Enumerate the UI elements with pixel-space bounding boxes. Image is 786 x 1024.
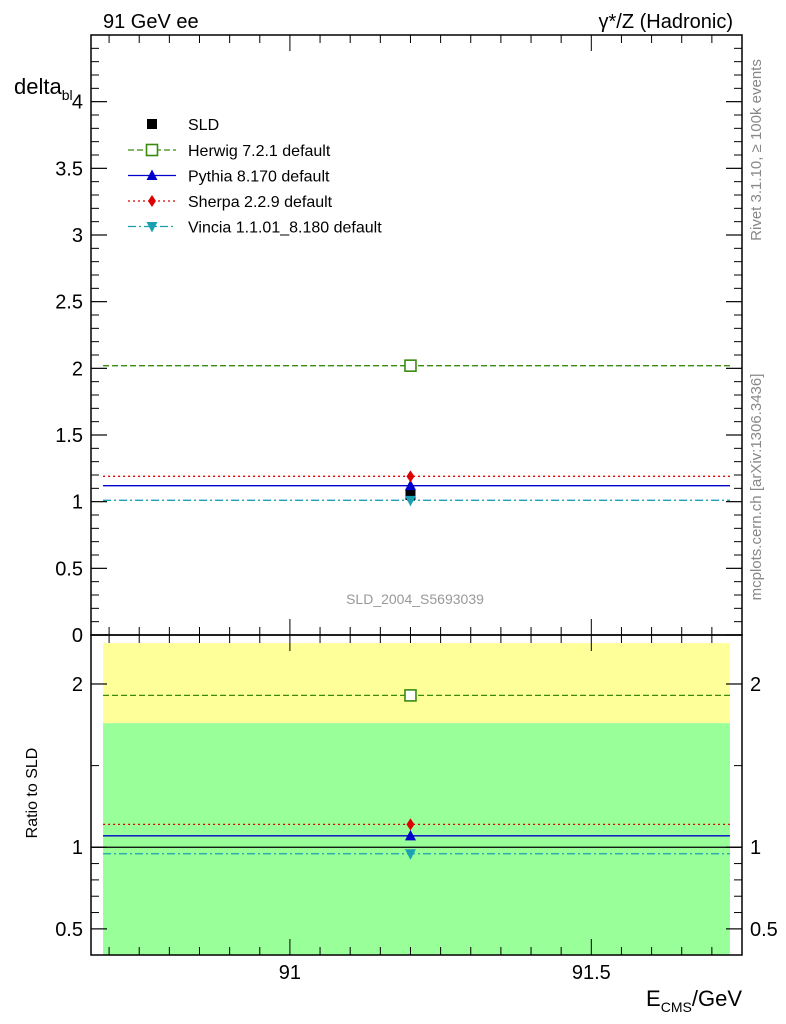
- rivet-version-label: Rivet 3.1.10, ≥ 100k events: [748, 59, 765, 241]
- legend: SLD Herwig 7.2.1 default Pythia 8.170 defa…: [128, 117, 382, 237]
- main-marker-pythia: [404, 479, 416, 491]
- legend-label-sherpa: Sherpa 2.2.9 default: [188, 194, 333, 211]
- ratio-y-tick-label-right: 0.5: [750, 919, 778, 941]
- main-y-tick-label: 1: [72, 492, 83, 514]
- main-marker-herwig: [404, 359, 417, 372]
- main-marker-sherpa: [406, 470, 415, 483]
- main-y-axis-label: deltabl: [14, 74, 73, 103]
- legend-label-sld: SLD: [188, 117, 219, 134]
- ratio-plot-panel: 0.5 0.5 1 1 2 2 91 91.5: [55, 634, 778, 984]
- main-y-tick-label: 4: [72, 92, 83, 114]
- main-y-tick-label: 1.5: [55, 425, 83, 447]
- header-right-label: γ*/Z (Hadronic): [599, 11, 733, 33]
- ratio-y-tick-label: 0.5: [55, 919, 83, 941]
- main-y-tick-label: 3.5: [55, 158, 83, 180]
- ratio-y-tick-label-right: 1: [750, 837, 761, 859]
- x-tick-label: 91.5: [572, 962, 611, 984]
- ratio-marker-sherpa: [406, 818, 415, 831]
- ratio-marker-pythia: [404, 829, 416, 841]
- ratio-y-tick-label: 1: [72, 837, 83, 859]
- ratio-plot-frame: [90, 634, 743, 956]
- x-tick-label: 91: [279, 962, 301, 984]
- ratio-y-tick-label: 2: [72, 674, 83, 696]
- x-axis-label: ECMS/GeV: [646, 986, 742, 1015]
- main-y-tick-label: 2: [72, 358, 83, 380]
- legend-marker-herwig: [145, 143, 159, 157]
- legend-label-pythia: Pythia 8.170 default: [188, 169, 330, 186]
- legend-marker-vincia: [146, 222, 158, 233]
- header-left-label: 91 GeV ee: [103, 11, 199, 33]
- main-y-tick-label: 3: [72, 225, 83, 247]
- ratio-band-green: [103, 723, 730, 955]
- legend-label-herwig: Herwig 7.2.1 default: [188, 143, 331, 160]
- main-y-tick-label: 0.5: [55, 558, 83, 580]
- legend-label-vincia: Vincia 1.1.01_8.180 default: [188, 220, 382, 237]
- main-y-tick-label: 2.5: [55, 292, 83, 314]
- axis-labels: deltabl Ratio to SLD ECMS/GeV: [14, 74, 742, 1015]
- legend-marker-sld: [147, 119, 157, 129]
- legend-marker-pythia: [146, 169, 158, 180]
- main-y-tick-label: 0: [72, 625, 83, 647]
- main-data-point-sld: [405, 490, 416, 500]
- ratio-marker-vincia: [404, 849, 416, 860]
- mcplots-credit-label: mcplots.cern.ch [arXiv:1306.3436]: [748, 374, 765, 601]
- ratio-y-tick-label-right: 2: [750, 674, 761, 696]
- legend-marker-sherpa: [148, 195, 156, 207]
- ratio-y-axis-label: Ratio to SLD: [24, 748, 41, 839]
- ratio-band-yellow: [103, 643, 730, 724]
- analysis-id-watermark: SLD_2004_S5693039: [346, 591, 484, 607]
- main-plot-panel: SLD_2004_S5693039 0 0.5 1 1.5 2 2.5 3 3.5 4: [55, 34, 743, 647]
- ratio-marker-herwig: [404, 689, 417, 702]
- main-marker-vincia: [404, 495, 416, 507]
